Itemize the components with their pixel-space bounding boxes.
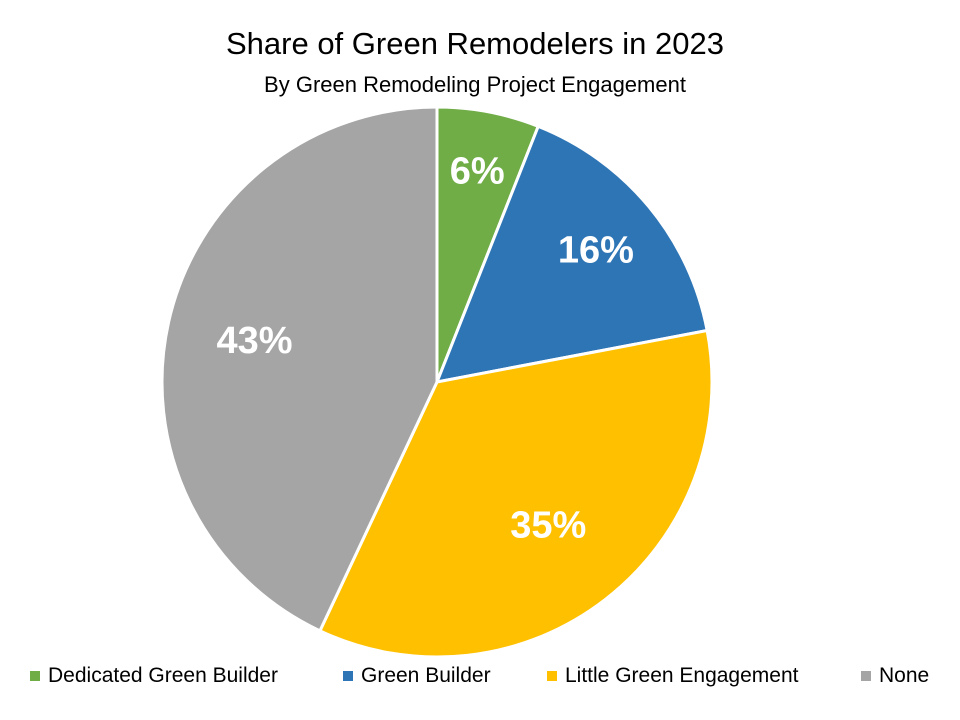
pie-slice-none	[160, 105, 439, 633]
legend-swatch	[861, 671, 871, 681]
legend-label: None	[879, 664, 930, 687]
legend-item-little-green-engagement: Little Green Engagement	[547, 664, 798, 688]
chart-legend: Dedicated Green Builder Green Builder Li…	[0, 664, 960, 694]
data-label-little-green-engagement: 35%	[510, 504, 586, 546]
chart-subtitle: By Green Remodeling Project Engagement	[264, 72, 686, 97]
data-label-dedicated-green-builder: 6%	[450, 150, 505, 192]
legend-item-dedicated-green-builder: Dedicated Green Builder	[30, 664, 278, 688]
data-label-none: 43%	[216, 320, 292, 362]
legend-item-green-builder: Green Builder	[343, 664, 491, 688]
legend-swatch	[30, 671, 40, 681]
pie-chart: 6% 16% 35% 43%	[160, 105, 714, 659]
legend-swatch	[547, 671, 557, 681]
legend-swatch	[343, 671, 353, 681]
legend-label: Little Green Engagement	[565, 664, 799, 687]
chart-title: Share of Green Remodelers in 2023	[225, 26, 724, 61]
legend-label: Dedicated Green Builder	[48, 664, 278, 687]
legend-label: Green Builder	[361, 664, 491, 687]
legend-item-none: None	[861, 664, 929, 688]
data-label-green-builder: 16%	[558, 230, 634, 272]
pie-slice-little-green-engagement	[317, 328, 714, 659]
pie-slice-green-builder	[434, 124, 709, 384]
